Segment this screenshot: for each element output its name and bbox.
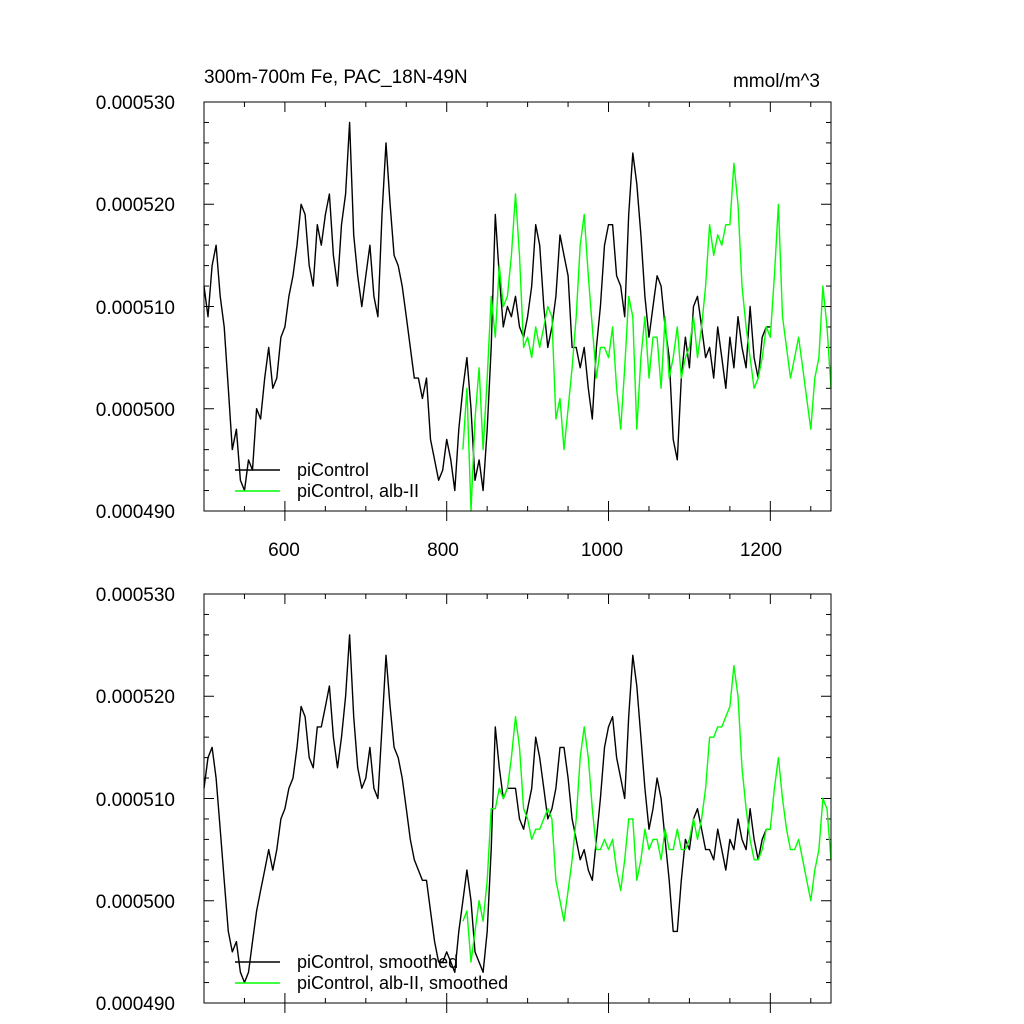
bottom-ytick-label: 0.000520 [96,687,175,708]
top-series-group [203,121,832,512]
top-legend-label-picontrol: piControl [297,460,369,480]
top-xtick-label: 1000 [581,540,623,561]
top-ytick-labels: 0.000490 0.000500 0.000510 0.000520 0.00… [96,93,175,523]
bottom-ytick-label: 0.000500 [96,892,175,913]
top-ytick-label: 0.000530 [96,93,175,114]
bottom-legend-label-alb-ii-smoothed: piControl, alb-II, smoothed [297,973,508,993]
top-xtick-labels: 600 800 1000 1200 [268,540,782,561]
bottom-ytick-labels: 0.000490 0.000500 0.000510 0.000520 0.00… [96,585,175,1015]
top-series-line-picontrol-alb-ii [462,162,832,512]
top-legend-label-alb-ii: piControl, alb-II [297,481,419,501]
bottom-legend-label-picontrol-smoothed: piControl, smoothed [297,952,458,972]
bottom-ytick-label: 0.000510 [96,790,175,811]
top-chart-title: 300m-700m Fe, PAC_18N-49N [204,67,468,88]
bottom-ytick-label: 0.000530 [96,585,175,606]
bottom-series-group [203,634,832,984]
top-plot-frame [203,101,832,512]
top-xtick-label: 1200 [740,540,782,561]
top-xtick-label: 800 [427,540,459,561]
top-series-line-picontrol [203,121,771,492]
top-ytick-label: 0.000500 [96,400,175,421]
bottom-series-line-picontrol-smoothed [203,634,771,984]
bottom-series-line-picontrol-alb-ii-smoothed [462,664,832,963]
bottom-ytick-label: 0.000490 [96,994,175,1015]
top-xtick-label: 600 [268,540,300,561]
bottom-legend: piControl, smoothed piControl, alb-II, s… [235,952,508,993]
top-chart-units: mmol/m^3 [733,71,820,92]
bottom-panel: 0.000490 0.000500 0.000510 0.000520 0.00… [96,585,832,1015]
top-ytick-label: 0.000520 [96,195,175,216]
top-ytick-label: 0.000490 [96,502,175,523]
top-legend: piControl piControl, alb-II [235,460,419,501]
top-ytick-label: 0.000510 [96,298,175,319]
bottom-plot-frame [203,593,832,1004]
top-panel: 300m-700m Fe, PAC_18N-49N mmol/m^3 0.000… [96,67,832,561]
